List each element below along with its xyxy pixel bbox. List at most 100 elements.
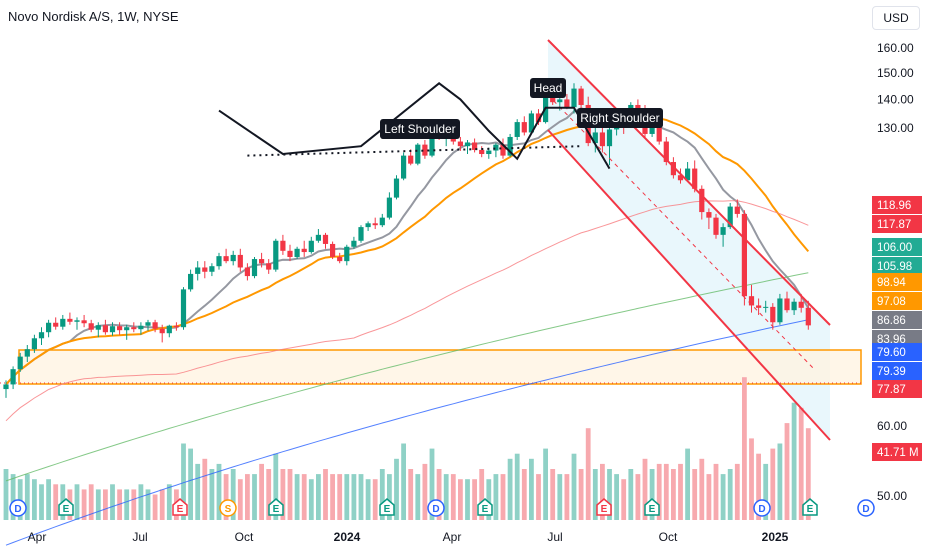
candle [138, 322, 144, 335]
price-label-text: 106.00 [877, 242, 912, 254]
candle-body [379, 217, 385, 226]
candle-body [599, 132, 605, 147]
candle-body [308, 240, 314, 253]
candle-body [173, 325, 179, 328]
dividend-event-marker[interactable]: D [857, 499, 875, 517]
candle-body [81, 320, 87, 324]
candle-body [10, 369, 16, 385]
earnings-event-marker[interactable]: E [802, 498, 818, 516]
volume-bar [344, 474, 350, 520]
price-label-bg [872, 196, 922, 214]
currency-selector-button[interactable]: USD [872, 6, 920, 30]
candle [3, 380, 9, 398]
annotation-label: Left Shoulder [384, 122, 455, 136]
dividend-event-marker[interactable]: D [753, 499, 771, 517]
volume-bar [649, 469, 655, 520]
candle-body [685, 168, 691, 181]
annotation-callout[interactable]: Right Shoulder [577, 108, 663, 128]
volume-bar [479, 469, 485, 520]
candle-body [734, 206, 740, 214]
candle [401, 152, 407, 181]
candle [195, 261, 201, 281]
price-label-tag: 106.00 [872, 238, 922, 256]
volume-bar [614, 474, 619, 520]
support-zone-box[interactable] [18, 349, 862, 385]
volume-bar [607, 469, 612, 520]
candle [322, 232, 329, 249]
event-letter: E [177, 504, 184, 515]
price-label-text: 79.39 [877, 366, 906, 378]
neckline-dotted-line[interactable] [247, 145, 582, 157]
earnings-event-marker[interactable]: E [268, 498, 284, 516]
candle-body [60, 318, 66, 327]
candle-body [535, 113, 542, 123]
candle-body [166, 325, 172, 334]
dividend-event-marker[interactable]: D [427, 499, 445, 517]
candle [564, 93, 570, 110]
candle-body [720, 227, 726, 235]
event-letter: E [482, 504, 489, 515]
candle-body [386, 197, 392, 218]
price-label-tag: 86.86 [872, 311, 922, 329]
split-event-marker[interactable]: S [219, 499, 237, 517]
earnings-event-marker[interactable]: E [172, 498, 188, 516]
candle [770, 303, 776, 330]
volume-bar [429, 448, 435, 520]
candle-body [706, 212, 712, 218]
price-label-tag: 105.98 [872, 257, 922, 275]
candle-body [358, 227, 364, 241]
candle-body [95, 325, 101, 330]
volume-bar [287, 469, 293, 520]
earnings-event-marker[interactable]: E [596, 498, 612, 516]
annotation-callout[interactable]: Left Shoulder [380, 119, 460, 139]
annotation-label: Right Shoulder [580, 111, 659, 125]
annotation-label: Head [534, 81, 563, 95]
candle [578, 85, 584, 111]
candle-body [557, 99, 563, 103]
candle-body [24, 349, 30, 357]
volume-bar [713, 463, 719, 520]
candle-body [124, 327, 130, 331]
volume-bar [543, 448, 548, 520]
candle-body [521, 122, 527, 133]
candle-body [3, 384, 9, 390]
annotation-box [577, 108, 663, 128]
candle-body [493, 144, 499, 151]
price-label-bg [872, 257, 922, 275]
candle-body [273, 240, 279, 270]
dividend-event-marker[interactable]: D [9, 499, 27, 517]
candle-body [17, 356, 23, 370]
candle [166, 324, 172, 338]
candle [337, 252, 343, 264]
volume-bar [436, 469, 442, 520]
candle-body [74, 320, 80, 322]
channel-lower-line[interactable] [547, 129, 831, 441]
candle [109, 322, 116, 336]
candle-body [266, 263, 272, 270]
annotation-callout[interactable]: Head [530, 78, 566, 98]
volume-bar [259, 463, 264, 520]
candle [180, 287, 187, 330]
volume-bar [600, 463, 605, 520]
head-and-shoulders-line[interactable] [218, 82, 611, 170]
volume-bar [720, 474, 726, 520]
candle [805, 300, 811, 330]
volume-bar [422, 463, 428, 520]
candle-body [102, 325, 108, 333]
earnings-event-marker[interactable]: E [644, 498, 660, 516]
candle [38, 327, 45, 346]
x-axis-tick-label: Jul [547, 530, 562, 544]
earnings-event-marker[interactable]: E [477, 498, 493, 516]
channel-upper-line[interactable] [547, 39, 831, 326]
candle [344, 244, 350, 266]
candle [301, 240, 307, 257]
volume-bar [46, 479, 51, 520]
earnings-event-marker[interactable]: E [58, 498, 74, 516]
earnings-event-marker[interactable]: E [379, 498, 395, 516]
ma-20-line [5, 116, 810, 386]
volume-bar [401, 443, 406, 520]
x-axis-tick-label: 2024 [334, 530, 361, 544]
candle-body [287, 250, 293, 257]
